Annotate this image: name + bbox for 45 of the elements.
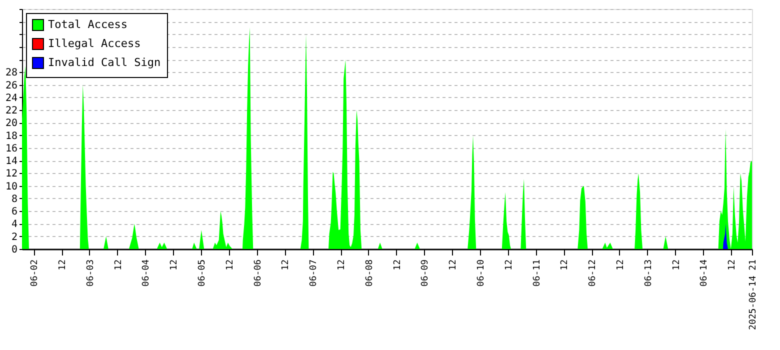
y-tick-label: 10 xyxy=(5,181,18,192)
x-tick-label: 12 xyxy=(170,260,180,270)
x-tick-label: 12 xyxy=(114,260,124,270)
x-tick-label: 06-07 xyxy=(309,260,320,287)
y-tick-label: 14 xyxy=(5,156,18,168)
x-tick-label: 06-03 xyxy=(86,260,96,287)
x-tick-label: 12 xyxy=(225,260,236,270)
legend-label: Illegal Access xyxy=(48,37,141,50)
x-tick-label: 12 xyxy=(672,260,682,270)
y-tick-label: 6 xyxy=(11,206,18,218)
y-tick-label: 28 xyxy=(5,68,18,79)
x-tick-label: 06-11 xyxy=(532,260,542,287)
y-tick-label: 20 xyxy=(5,118,18,130)
x-tick-label: 06-09 xyxy=(420,260,431,287)
x-tick-label: 06-04 xyxy=(142,260,152,287)
x-tick-label: 06-10 xyxy=(476,260,486,287)
x-tick-label: 12 xyxy=(504,260,514,270)
y-tick-label: 26 xyxy=(5,80,18,92)
x-tick-label: 12 xyxy=(728,260,738,270)
y-tick-label: 4 xyxy=(11,219,18,230)
x-tick-label: 06-02 xyxy=(30,260,40,287)
x-tick-label: 06-14 xyxy=(700,260,710,287)
x-tick-label: 06-12 xyxy=(588,260,598,287)
y-tick-label: 12 xyxy=(5,168,18,180)
x-tick-label: 06-05 xyxy=(198,260,208,287)
x-tick-label: 06-13 xyxy=(644,260,654,287)
x-tick-label: 12 xyxy=(448,260,459,270)
x-tick-label: 12 xyxy=(616,260,626,270)
x-tick-label: 12 xyxy=(560,260,570,270)
x-tick-label: 12 xyxy=(392,260,403,270)
x-tick-label: 12 xyxy=(58,260,68,270)
y-tick-label: 22 xyxy=(5,106,18,117)
y-tick-label: 8 xyxy=(11,194,18,205)
y-tick-label: 24 xyxy=(5,92,18,104)
legend-label: Total Access xyxy=(48,18,128,31)
x-tick-label: 06-06 xyxy=(253,260,264,287)
x-tick-label: 06-08 xyxy=(364,260,375,287)
x-tick-label: 2025-06-14 21 xyxy=(748,260,758,330)
x-tick-label: 12 xyxy=(337,260,348,270)
legend-label: Invalid Call Sign xyxy=(48,56,161,69)
y-tick-label: 0 xyxy=(11,244,18,256)
y-tick-label: 18 xyxy=(5,130,18,142)
x-tick-label: 12 xyxy=(281,260,292,270)
y-tick-label: 16 xyxy=(5,143,18,154)
y-tick-label: 2 xyxy=(11,232,18,243)
